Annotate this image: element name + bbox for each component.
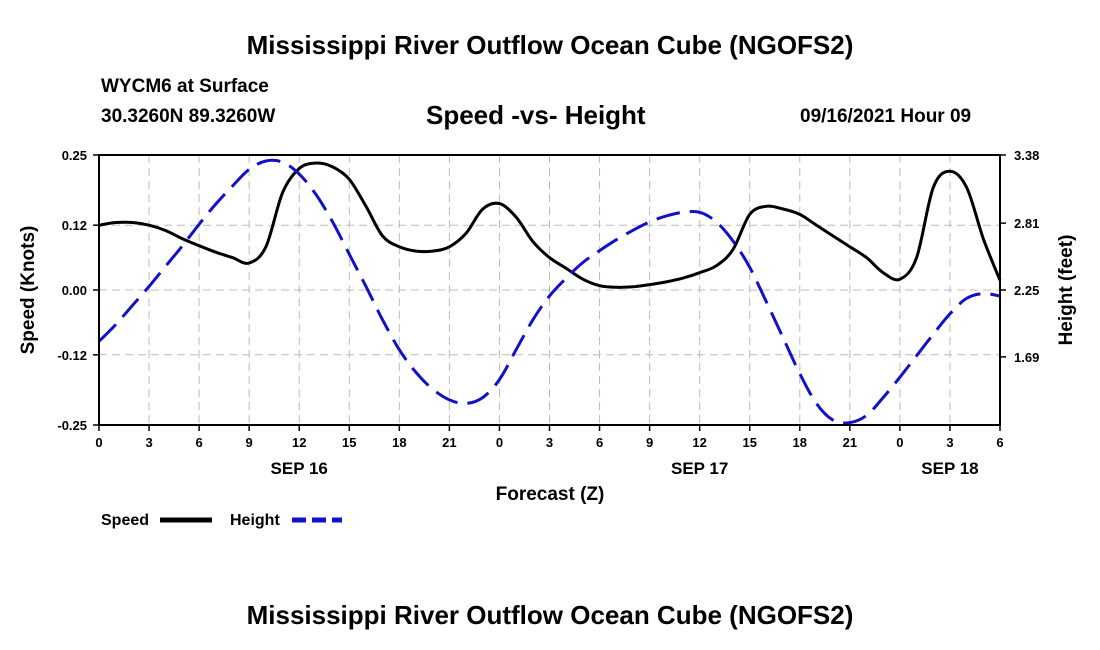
- series-lines: [97, 158, 1002, 425]
- x-tick-label: 3: [546, 435, 553, 450]
- x-tick-label: 3: [145, 435, 152, 450]
- x-tick-label: 18: [392, 435, 406, 450]
- x-tick-label: 12: [292, 435, 306, 450]
- series-line-speed: [98, 161, 1002, 289]
- x-axis-label: Forecast (Z): [496, 484, 605, 505]
- axis-ticks: 0 3 6 9 12 15 18 21 0 3 6 9 12 15 18 21 0 3 6 SEP 16 SEP 17 S…: [57, 148, 1039, 478]
- y-right-tick-label: 2.25: [1014, 283, 1039, 298]
- chart-subtitle: Speed -vs- Height: [426, 100, 646, 130]
- y-right-tick-label: 3.38: [1014, 148, 1039, 163]
- x-tick-label: 0: [896, 435, 903, 450]
- y-left-tick-label: -0.12: [57, 348, 87, 363]
- series-line-height: [97, 158, 1001, 425]
- footer-title: Mississippi River Outflow Ocean Cube (NG…: [246, 600, 854, 630]
- legend-speed-label: Speed: [101, 512, 149, 529]
- legend: Speed Height: [101, 512, 342, 529]
- y-left-tick-label: 0.25: [62, 148, 87, 163]
- x-tick-label: 0: [496, 435, 503, 450]
- x-tick-label: 6: [996, 435, 1003, 450]
- y-axis-left-label: Speed (Knots): [18, 226, 39, 355]
- y-right-tick-label: 1.69: [1014, 350, 1039, 365]
- x-tick-label: 3: [946, 435, 953, 450]
- x-tick-label: 9: [646, 435, 653, 450]
- chart-title: Mississippi River Outflow Ocean Cube (NG…: [246, 30, 854, 60]
- y-right-tick-label: 2.81: [1014, 216, 1039, 231]
- x-tick-label: 6: [596, 435, 603, 450]
- y-left-tick-label: -0.25: [57, 418, 87, 433]
- forecast-datetime: 09/16/2021 Hour 09: [800, 106, 972, 127]
- x-date-label: SEP 17: [671, 459, 728, 478]
- x-tick-label: 18: [793, 435, 807, 450]
- y-left-tick-label: 0.00: [62, 283, 87, 298]
- station-label: WYCM6 at Surface: [101, 76, 269, 97]
- x-tick-label: 15: [342, 435, 356, 450]
- x-tick-label: 0: [95, 435, 102, 450]
- x-tick-label: 6: [195, 435, 202, 450]
- x-tick-label: 21: [442, 435, 456, 450]
- grid: [99, 155, 1000, 425]
- x-tick-label: 21: [843, 435, 857, 450]
- x-tick-label: 15: [742, 435, 756, 450]
- legend-height-label: Height: [230, 512, 280, 529]
- x-tick-label: 9: [246, 435, 253, 450]
- y-left-tick-label: 0.12: [62, 218, 87, 233]
- y-axis-right-label: Height (feet): [1056, 235, 1077, 346]
- x-tick-label: 12: [692, 435, 706, 450]
- coordinates-label: 30.3260N 89.3260W: [101, 106, 276, 127]
- x-date-label: SEP 18: [921, 459, 978, 478]
- x-date-label: SEP 16: [271, 459, 328, 478]
